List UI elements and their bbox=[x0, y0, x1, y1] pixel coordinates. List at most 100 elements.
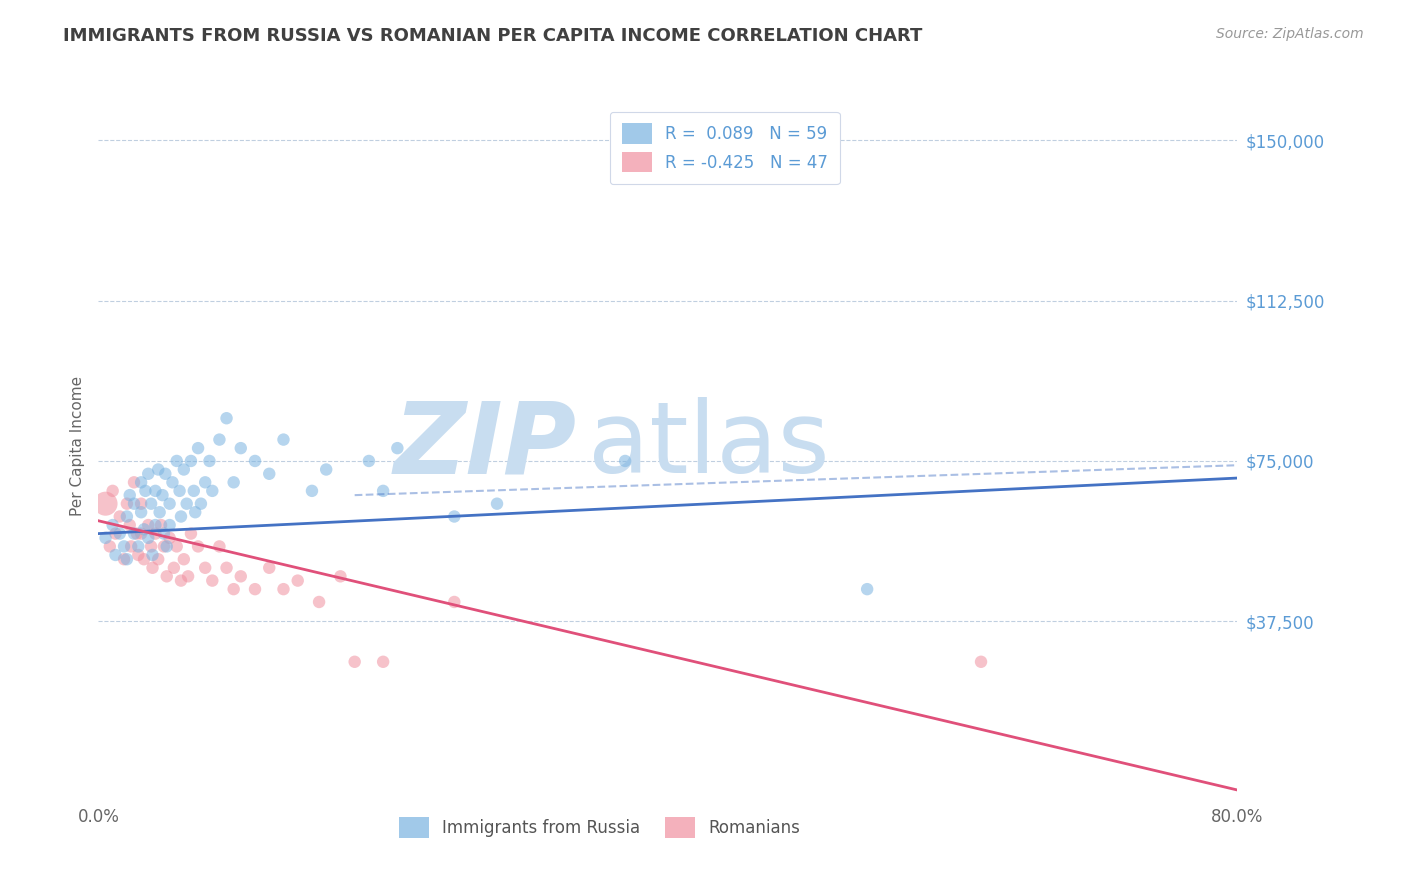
Point bbox=[145, 526, 167, 541]
Point bbox=[166, 454, 188, 468]
Point bbox=[129, 475, 152, 490]
Point bbox=[187, 441, 209, 455]
Text: IMMIGRANTS FROM RUSSIA VS ROMANIAN PER CAPITA INCOME CORRELATION CHART: IMMIGRANTS FROM RUSSIA VS ROMANIAN PER C… bbox=[63, 27, 922, 45]
Point bbox=[159, 518, 181, 533]
Point bbox=[134, 483, 156, 498]
Point bbox=[229, 441, 252, 455]
Point bbox=[94, 531, 117, 545]
Point bbox=[122, 526, 145, 541]
Point bbox=[194, 561, 217, 575]
Point bbox=[486, 497, 509, 511]
Point bbox=[208, 433, 231, 447]
Point bbox=[856, 582, 879, 596]
Point bbox=[190, 497, 212, 511]
Point bbox=[970, 655, 993, 669]
Point bbox=[101, 483, 124, 498]
Point bbox=[94, 497, 117, 511]
Point bbox=[125, 526, 148, 541]
Point bbox=[152, 488, 174, 502]
Point bbox=[343, 655, 366, 669]
Point bbox=[136, 467, 159, 481]
Point bbox=[387, 441, 409, 455]
Point bbox=[315, 462, 337, 476]
Point bbox=[153, 540, 176, 554]
Point bbox=[183, 483, 205, 498]
Point bbox=[122, 497, 145, 511]
Point bbox=[108, 526, 131, 541]
Point bbox=[120, 540, 142, 554]
Point bbox=[112, 552, 135, 566]
Text: Source: ZipAtlas.com: Source: ZipAtlas.com bbox=[1216, 27, 1364, 41]
Point bbox=[443, 595, 465, 609]
Point bbox=[177, 569, 200, 583]
Point bbox=[443, 509, 465, 524]
Point bbox=[163, 561, 186, 575]
Point bbox=[156, 569, 179, 583]
Point bbox=[115, 509, 138, 524]
Point bbox=[104, 526, 127, 541]
Point bbox=[180, 526, 202, 541]
Point bbox=[118, 518, 141, 533]
Point bbox=[373, 483, 395, 498]
Point bbox=[98, 540, 121, 554]
Point bbox=[118, 488, 141, 502]
Point bbox=[127, 548, 149, 562]
Point bbox=[129, 505, 152, 519]
Point bbox=[229, 569, 252, 583]
Point bbox=[301, 483, 323, 498]
Point bbox=[150, 518, 173, 533]
Point bbox=[198, 454, 221, 468]
Point bbox=[357, 454, 380, 468]
Point bbox=[170, 509, 193, 524]
Point bbox=[170, 574, 193, 588]
Point bbox=[145, 483, 167, 498]
Point bbox=[173, 462, 195, 476]
Point bbox=[273, 433, 295, 447]
Point bbox=[145, 518, 167, 533]
Point bbox=[373, 655, 395, 669]
Point bbox=[115, 552, 138, 566]
Point bbox=[129, 526, 152, 541]
Point bbox=[201, 574, 224, 588]
Point bbox=[287, 574, 309, 588]
Point bbox=[115, 497, 138, 511]
Point bbox=[273, 582, 295, 596]
Point bbox=[176, 497, 198, 511]
Point bbox=[153, 526, 176, 541]
Point bbox=[243, 454, 266, 468]
Point bbox=[127, 540, 149, 554]
Point bbox=[129, 497, 152, 511]
Point bbox=[201, 483, 224, 498]
Point bbox=[159, 497, 181, 511]
Point bbox=[614, 454, 637, 468]
Point bbox=[112, 540, 135, 554]
Point bbox=[215, 411, 238, 425]
Point bbox=[180, 454, 202, 468]
Point bbox=[148, 552, 170, 566]
Text: ZIP: ZIP bbox=[394, 398, 576, 494]
Point bbox=[101, 518, 124, 533]
Point bbox=[139, 497, 162, 511]
Text: atlas: atlas bbox=[588, 398, 830, 494]
Point bbox=[259, 561, 281, 575]
Point bbox=[136, 518, 159, 533]
Point bbox=[141, 561, 163, 575]
Point bbox=[259, 467, 281, 481]
Point bbox=[184, 505, 207, 519]
Point bbox=[208, 540, 231, 554]
Point bbox=[187, 540, 209, 554]
Point bbox=[329, 569, 352, 583]
Point bbox=[155, 467, 177, 481]
Legend: Immigrants from Russia, Romanians: Immigrants from Russia, Romanians bbox=[392, 811, 807, 845]
Point bbox=[215, 561, 238, 575]
Point bbox=[132, 552, 155, 566]
Y-axis label: Per Capita Income: Per Capita Income bbox=[69, 376, 84, 516]
Point bbox=[122, 475, 145, 490]
Point bbox=[148, 462, 170, 476]
Point bbox=[169, 483, 191, 498]
Point bbox=[136, 531, 159, 545]
Point bbox=[166, 540, 188, 554]
Point bbox=[162, 475, 184, 490]
Point bbox=[173, 552, 195, 566]
Point bbox=[159, 531, 181, 545]
